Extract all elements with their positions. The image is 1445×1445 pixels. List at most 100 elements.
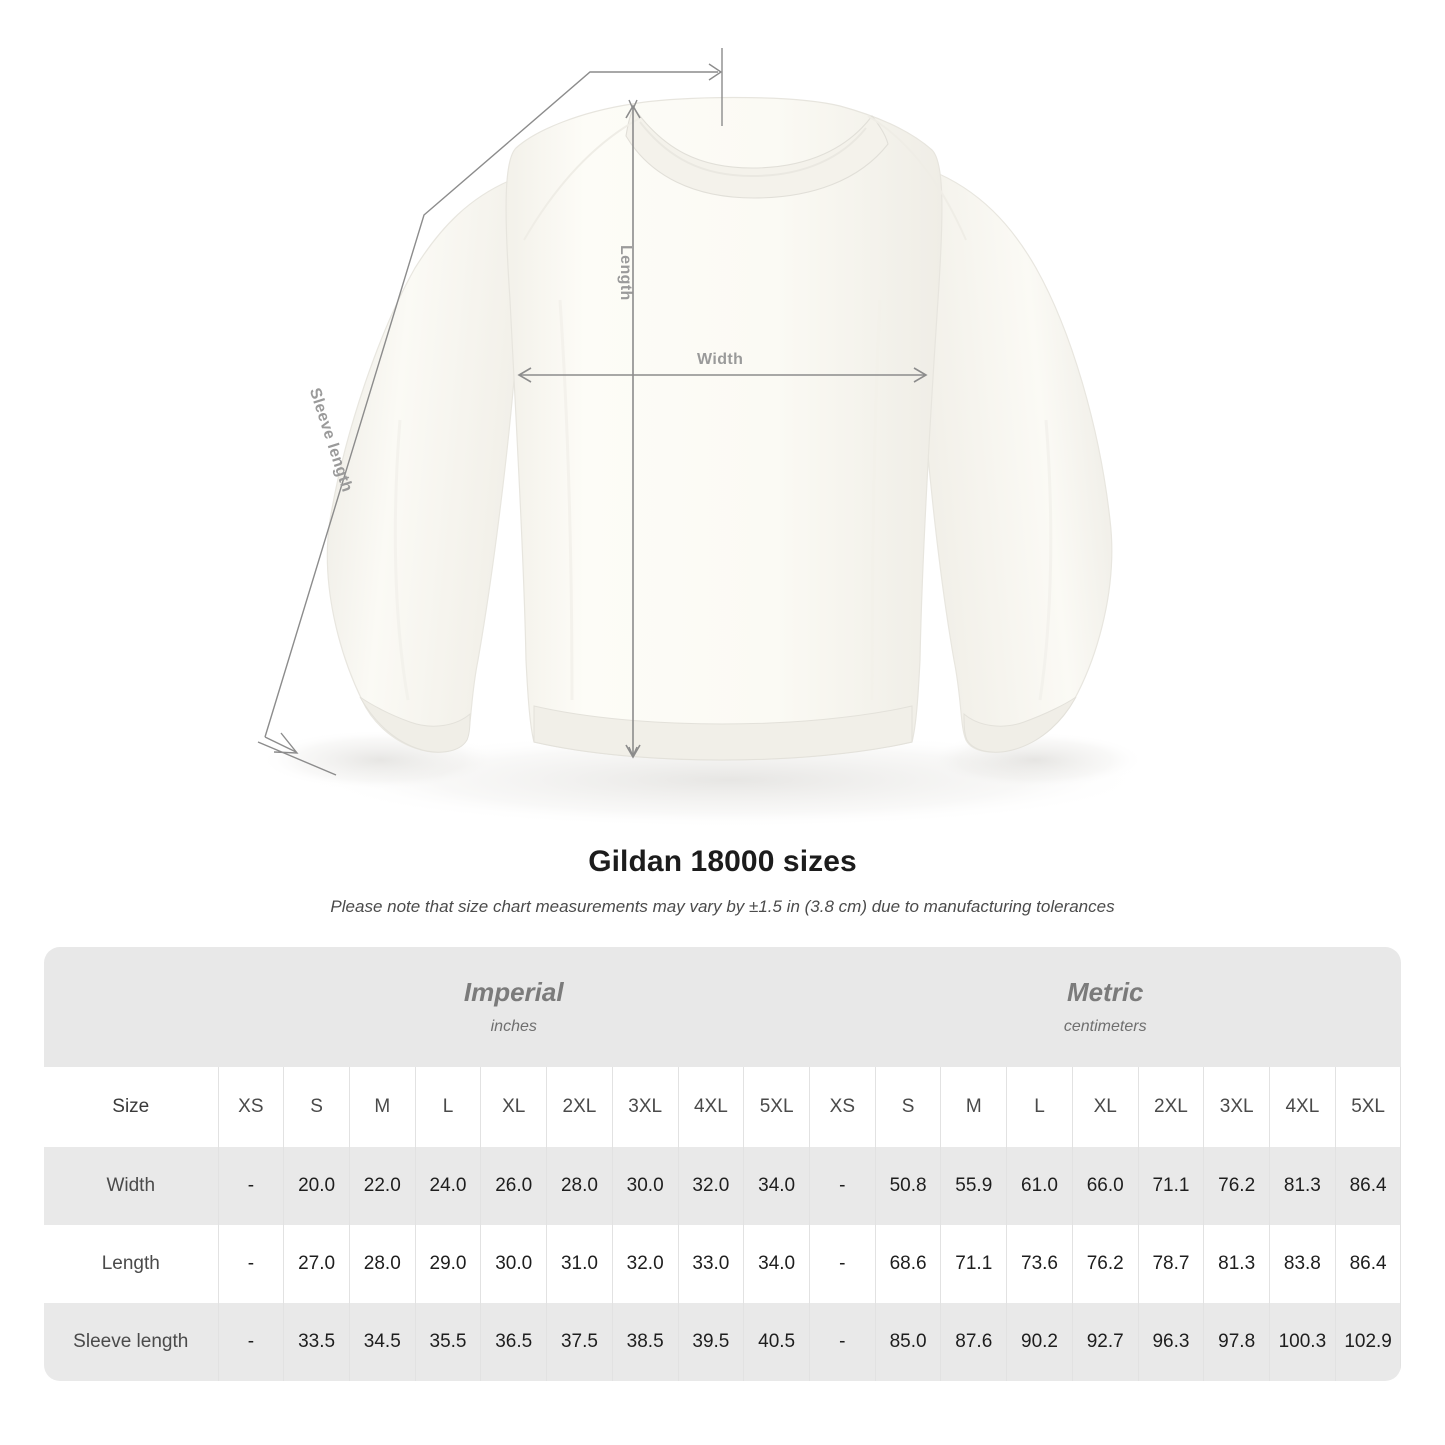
garment-diagram-panel: Length Width Sleeve length — [257, 48, 1150, 828]
cell-width-metric-M: 55.9 — [940, 1147, 1008, 1225]
cell-length-metric-XL: 76.2 — [1072, 1225, 1139, 1303]
cell-sleeve-length-imperial-5XL: 40.5 — [743, 1303, 810, 1381]
row-label-sleeve-length: Sleeve length — [44, 1303, 219, 1381]
cell-sleeve-length-imperial-S: 33.5 — [283, 1303, 350, 1381]
table-row: Length -27.0 28.0 29.0 30.0 31.0 32.0 33.0 34.0-… — [44, 1225, 1402, 1303]
cell-length-metric-M: 71.1 — [940, 1225, 1008, 1303]
unit-name-metric: Metric — [1066, 976, 1144, 1007]
column-header-metric-XS: XS — [809, 1067, 876, 1147]
column-header-metric-3XL: 3XL — [1203, 1067, 1271, 1147]
cell-length-metric-5XL: 86.4 — [1335, 1225, 1402, 1303]
cell-sleeve-length-metric-XS: - — [809, 1303, 876, 1381]
measurement-disclaimer: Please note that size chart measurements… — [330, 897, 1115, 916]
cell-length-imperial-2XL: 31.0 — [546, 1225, 613, 1303]
cell-length-imperial-XL: 30.0 — [480, 1225, 548, 1303]
title-block: Gildan 18000 sizes Please note that size… — [0, 845, 1445, 917]
column-header-imperial-4XL: 4XL — [678, 1067, 745, 1147]
cell-width-imperial-4XL: 32.0 — [678, 1147, 745, 1225]
cell-length-metric-3XL: 81.3 — [1203, 1225, 1271, 1303]
cell-sleeve-length-imperial-3XL: 38.5 — [612, 1303, 679, 1381]
width-label: Width — [697, 351, 744, 368]
cell-length-metric-S: 68.6 — [875, 1225, 942, 1303]
unit-cell-imperial: Imperial inches — [218, 947, 810, 1067]
cell-width-metric-3XL: 76.2 — [1203, 1147, 1271, 1225]
cell-width-imperial-5XL: 34.0 — [743, 1147, 810, 1225]
cell-width-metric-S: 50.8 — [875, 1147, 942, 1225]
cell-width-metric-2XL: 71.1 — [1138, 1147, 1205, 1225]
cell-length-imperial-5XL: 34.0 — [743, 1225, 810, 1303]
cell-width-imperial-3XL: 30.0 — [612, 1147, 679, 1225]
sweatshirt-illustration — [257, 48, 1150, 828]
column-header-imperial-XL: XL — [480, 1067, 548, 1147]
cell-length-imperial-4XL: 33.0 — [678, 1225, 745, 1303]
column-header-imperial-S: S — [283, 1067, 350, 1147]
cell-width-metric-XL: 66.0 — [1072, 1147, 1139, 1225]
width-dimension-line — [517, 367, 928, 383]
cell-sleeve-length-metric-4XL: 100.3 — [1269, 1303, 1336, 1381]
length-label: Length — [617, 245, 634, 301]
cell-sleeve-length-metric-XL: 92.7 — [1072, 1303, 1139, 1381]
column-header-imperial-M: M — [349, 1067, 416, 1147]
cell-sleeve-length-metric-L: 90.2 — [1006, 1303, 1073, 1381]
cell-sleeve-length-imperial-2XL: 37.5 — [546, 1303, 613, 1381]
column-header-imperial-2XL: 2XL — [546, 1067, 613, 1147]
table-row: Sleeve length -33.5 34.5 35.5 36.5 37.5 38.5 39… — [44, 1303, 1402, 1381]
cell-sleeve-length-imperial-4XL: 39.5 — [678, 1303, 745, 1381]
unit-cell-metric: Metric centimeters — [809, 947, 1401, 1067]
unit-banner-spacer — [44, 947, 218, 1067]
cell-length-imperial-M: 28.0 — [349, 1225, 416, 1303]
unit-sub-metric: centimeters — [1063, 1018, 1147, 1036]
size-header-row: Size XS S M L XL 2XL 3XL 4XL 5XL XS S M L XL 2XL 3XL 4XL 5… — [44, 1067, 1402, 1147]
cell-width-imperial-L: 24.0 — [415, 1147, 482, 1225]
cell-sleeve-length-metric-M: 87.6 — [940, 1303, 1008, 1381]
cell-width-metric-L: 61.0 — [1006, 1147, 1073, 1225]
cell-width-imperial-XL: 26.0 — [480, 1147, 548, 1225]
cell-sleeve-length-metric-5XL: 102.9 — [1335, 1303, 1402, 1381]
column-header-metric-2XL: 2XL — [1138, 1067, 1205, 1147]
column-header-metric-XL: XL — [1072, 1067, 1139, 1147]
column-header-metric-5XL: 5XL — [1335, 1067, 1402, 1147]
column-header-imperial-XS: XS — [218, 1067, 285, 1147]
cell-width-metric-XS: - — [809, 1147, 876, 1225]
cell-width-metric-4XL: 81.3 — [1269, 1147, 1336, 1225]
cell-length-imperial-S: 27.0 — [283, 1225, 350, 1303]
unit-banner-row: Imperial inches Metric centimeters — [44, 947, 1401, 1067]
cell-length-metric-L: 73.6 — [1006, 1225, 1073, 1303]
unit-sub-imperial: inches — [490, 1018, 537, 1036]
cell-length-imperial-3XL: 32.0 — [612, 1225, 679, 1303]
length-dimension-line — [625, 99, 641, 759]
cell-sleeve-length-metric-3XL: 97.8 — [1203, 1303, 1271, 1381]
cell-width-imperial-2XL: 28.0 — [546, 1147, 613, 1225]
cell-length-metric-2XL: 78.7 — [1138, 1225, 1205, 1303]
cell-width-metric-5XL: 86.4 — [1335, 1147, 1402, 1225]
cell-sleeve-length-imperial-L: 35.5 — [415, 1303, 482, 1381]
column-header-metric-S: S — [875, 1067, 942, 1147]
cell-sleeve-length-metric-2XL: 96.3 — [1138, 1303, 1205, 1381]
row-label-width: Width — [44, 1147, 219, 1225]
cell-length-imperial-L: 29.0 — [415, 1225, 482, 1303]
page-title: Gildan 18000 sizes — [588, 845, 857, 878]
column-header-size: Size — [44, 1067, 219, 1147]
row-label-length: Length — [44, 1225, 219, 1303]
cell-width-imperial-XS: - — [218, 1147, 285, 1225]
cell-length-metric-4XL: 83.8 — [1269, 1225, 1336, 1303]
cell-width-imperial-S: 20.0 — [283, 1147, 350, 1225]
column-header-imperial-3XL: 3XL — [612, 1067, 679, 1147]
cell-length-metric-XS: - — [809, 1225, 876, 1303]
unit-name-imperial: Imperial — [463, 976, 564, 1007]
cell-sleeve-length-imperial-M: 34.5 — [349, 1303, 416, 1381]
column-header-imperial-L: L — [415, 1067, 482, 1147]
cell-length-imperial-XS: - — [218, 1225, 285, 1303]
column-header-metric-4XL: 4XL — [1269, 1067, 1336, 1147]
cell-sleeve-length-metric-S: 85.0 — [875, 1303, 942, 1381]
cell-sleeve-length-imperial-XL: 36.5 — [480, 1303, 548, 1381]
sleeve-length-dimension-line — [257, 48, 723, 776]
cell-sleeve-length-imperial-XS: - — [218, 1303, 285, 1381]
column-header-metric-M: M — [940, 1067, 1008, 1147]
table-row: Width -20.0 22.0 24.0 26.0 28.0 30.0 32.0 34.0-5… — [44, 1147, 1402, 1225]
size-chart-table: Imperial inches Metric centimeters Size X… — [44, 947, 1402, 1381]
size-chart-table-wrap: Imperial inches Metric centimeters Size X… — [44, 947, 1402, 1381]
column-header-metric-L: L — [1006, 1067, 1073, 1147]
cell-width-imperial-M: 22.0 — [349, 1147, 416, 1225]
column-header-imperial-5XL: 5XL — [743, 1067, 810, 1147]
